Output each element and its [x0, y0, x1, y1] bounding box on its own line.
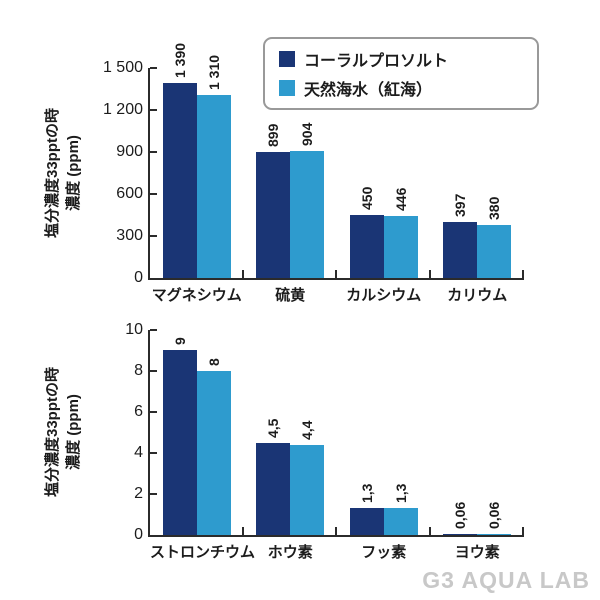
bar-value-label: 1 390 — [171, 42, 188, 78]
y-axis-tick — [150, 151, 157, 153]
bar-series2-0 — [196, 95, 231, 278]
bar-value-label: 380 — [486, 196, 503, 220]
bar-value-label: 0,06 — [486, 501, 503, 529]
bar-value-label: 1 310 — [205, 54, 222, 90]
legend-label: コーラルプロソルト — [304, 53, 449, 70]
bar-series1-2 — [349, 508, 384, 535]
y-axis-tick — [150, 193, 157, 195]
y-axis-tick — [150, 493, 157, 495]
bar-series1-3 — [443, 534, 478, 535]
bar-value-label: 446 — [392, 187, 409, 211]
upper-chart-plot: 0 300 600 900 1 200 1 500 1 390 1 310 マグネシウム 899 9… — [103, 43, 524, 304]
x-axis-tick — [242, 270, 244, 278]
y-axis-tick — [150, 452, 157, 454]
legend: コーラルプロソルト 天然海水（紅海） — [263, 37, 539, 110]
y-axis-tick-label: 10 — [125, 321, 143, 338]
legend-swatch-coral-pro-salt — [279, 51, 295, 67]
x-axis-category-label: 硫黄 — [275, 287, 306, 304]
bar-series2-2 — [383, 216, 418, 278]
x-axis-tick — [522, 527, 524, 535]
bar-series1-0 — [162, 83, 197, 278]
upper-chart-y-axis-label-line1: 塩分濃度33pptの時 — [44, 108, 61, 239]
x-axis-category-label: フッ素 — [361, 544, 407, 561]
y-axis-tick-label: 300 — [116, 227, 143, 244]
x-axis-category-label: ヨウ素 — [454, 544, 500, 561]
lower-chart-y-axis-label: 塩分濃度33pptの時 濃度 (ppm) — [42, 327, 84, 537]
bar-value-label: 397 — [452, 193, 469, 217]
bar-value-label: 450 — [358, 186, 375, 210]
x-axis-tick — [335, 270, 337, 278]
lower-chart-plot: 0 2 4 6 8 10 9 8 ストロンチウム 4,5 4,4 ホウ素 1,3 1,3 フッ素 0,06 0,… — [125, 321, 524, 561]
y-axis-tick — [150, 109, 157, 111]
legend-item-coral-pro-salt: コーラルプロソルト — [279, 47, 523, 71]
y-axis-tick-label: 0 — [134, 269, 143, 286]
x-axis-category-label: カリウム — [447, 287, 508, 304]
y-axis-tick-label: 8 — [134, 362, 143, 379]
y-axis-tick-label: 4 — [134, 444, 143, 461]
bar-value-label: 4,4 — [299, 420, 316, 440]
y-axis-tick-label: 1 200 — [102, 101, 143, 118]
y-axis-tick-label: 1 500 — [102, 59, 143, 76]
y-axis-tick — [150, 370, 157, 372]
y-axis-tick-label: 0 — [134, 526, 143, 543]
bar-value-label: 4,5 — [265, 418, 282, 438]
y-axis-tick-label: 6 — [134, 403, 143, 420]
bar-value-label: 1,3 — [392, 483, 409, 503]
x-axis-tick — [522, 270, 524, 278]
y-axis-tick — [150, 67, 157, 69]
y-axis-tick-label: 900 — [116, 143, 143, 160]
x-axis-category-label: カルシウム — [346, 287, 422, 304]
lower-chart-y-axis-label-line2: 濃度 (ppm) — [65, 394, 82, 470]
bar-series2-0 — [196, 371, 231, 535]
bar-series2-3 — [477, 225, 512, 278]
y-axis-tick-label: 600 — [116, 185, 143, 202]
bar-series1-3 — [443, 222, 478, 278]
legend-item-natural-seawater-red-sea: 天然海水（紅海） — [279, 76, 523, 100]
bar-value-label: 1,3 — [358, 483, 375, 503]
upper-chart-y-axis-label: 塩分濃度33pptの時 濃度 (ppm) — [42, 68, 84, 278]
watermark: G3 AQUA LAB — [422, 567, 590, 593]
legend-swatch-natural-seawater-red-sea — [279, 80, 295, 96]
x-axis-category-label: ストロンチウム — [150, 544, 256, 561]
bar-series1-1 — [256, 152, 291, 278]
y-axis-tick-label: 2 — [134, 485, 143, 502]
legend-label: 天然海水（紅海） — [304, 82, 433, 99]
bar-series2-2 — [383, 508, 418, 535]
bar-series2-1 — [290, 151, 325, 278]
y-axis-tick — [150, 329, 157, 331]
x-axis-tick — [429, 527, 431, 535]
x-axis-tick — [242, 527, 244, 535]
bar-value-label: 0,06 — [452, 501, 469, 529]
bar-value-label: 9 — [171, 337, 188, 345]
x-axis-tick — [335, 527, 337, 535]
x-axis-category-label: マグネシウム — [151, 287, 242, 304]
bar-series1-1 — [256, 443, 291, 535]
bar-series1-0 — [162, 350, 197, 535]
y-axis-tick — [150, 235, 157, 237]
lower-chart-y-axis-label-line1: 塩分濃度33pptの時 — [44, 367, 61, 498]
bar-series2-1 — [290, 445, 325, 535]
bar-series1-2 — [349, 215, 384, 278]
x-axis-tick — [429, 270, 431, 278]
y-axis-tick — [150, 411, 157, 413]
upper-chart-y-axis-label-line2: 濃度 (ppm) — [65, 135, 82, 211]
x-axis-category-label: ホウ素 — [267, 544, 313, 561]
bar-value-label: 8 — [205, 358, 222, 366]
bar-series2-3 — [477, 534, 512, 535]
